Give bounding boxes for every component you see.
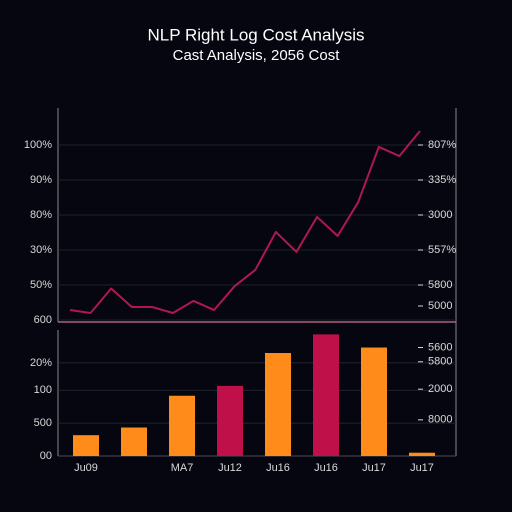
x-tick-label: Ju17 (362, 462, 386, 474)
chart-title: NLP Right Log Cost Analysis (147, 25, 364, 44)
y2-tick-label: 2000 (428, 383, 452, 395)
bar (409, 452, 435, 456)
chart-subtitle: Cast Analysis, 2056 Cost (173, 47, 341, 64)
y-tick-label: 90% (30, 174, 52, 186)
x-tick-label: Ju16 (314, 462, 338, 474)
y2-tick-label: 5800 (428, 279, 452, 291)
y2-tick-label: 8000 (428, 414, 452, 426)
bar (313, 334, 339, 456)
bar (169, 395, 195, 456)
line (69, 130, 421, 314)
y2-tick-label: 335% (428, 174, 456, 186)
y-tick-label: 600 (34, 314, 52, 326)
bar (265, 353, 291, 456)
y2-tick-label: 5800 (428, 356, 452, 368)
y2-tick-label: 807% (428, 139, 456, 151)
y2-tick-label: 3000 (428, 209, 452, 221)
y2-tick-label: 5600 (428, 341, 452, 353)
x-tick-label: Ju12 (218, 462, 242, 474)
y-tick-label: 00 (40, 450, 52, 462)
x-tick-label: MA7 (171, 462, 194, 474)
bar (73, 435, 99, 456)
y-tick-label: 100 (34, 384, 52, 396)
bar (361, 347, 387, 456)
y-tick-label: 20% (30, 357, 52, 369)
x-tick-label: Ju09 (74, 462, 98, 474)
y2-tick-label: 5000 (428, 300, 452, 312)
y-tick-label: 500 (34, 417, 52, 429)
x-tick-label: Ju16 (266, 462, 290, 474)
y2-tick-label: 557% (428, 244, 456, 256)
x-tick-label: Ju17 (410, 462, 434, 474)
bar (121, 427, 147, 456)
y-tick-label: 100% (24, 139, 52, 151)
y-tick-label: 30% (30, 244, 52, 256)
y-tick-label: 50% (30, 279, 52, 291)
y-tick-label: 80% (30, 209, 52, 221)
bar (217, 385, 243, 456)
